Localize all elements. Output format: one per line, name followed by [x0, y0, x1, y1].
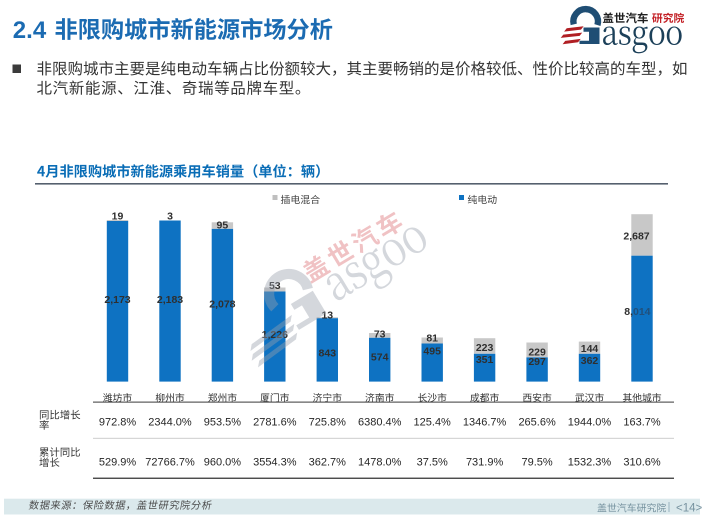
svg-text:529.9%: 529.9% [99, 457, 137, 469]
svg-text:574: 574 [371, 352, 389, 364]
svg-text:1478.0%: 1478.0% [358, 457, 402, 469]
svg-text:2,173: 2,173 [104, 294, 130, 306]
svg-text:972.8%: 972.8% [99, 417, 137, 429]
svg-text:79.5%: 79.5% [521, 457, 552, 469]
svg-text:731.9%: 731.9% [466, 457, 504, 469]
svg-text:3554.3%: 3554.3% [253, 457, 297, 469]
svg-text:1,226: 1,226 [262, 329, 288, 341]
svg-text:229: 229 [528, 347, 546, 359]
svg-text:223: 223 [476, 342, 494, 354]
svg-text:13: 13 [321, 309, 333, 321]
svg-text:265.6%: 265.6% [518, 417, 556, 429]
svg-text:95: 95 [217, 219, 229, 231]
svg-text:37.5%: 37.5% [417, 457, 448, 469]
svg-text:953.5%: 953.5% [204, 417, 242, 429]
svg-text:<14>: <14> [676, 503, 703, 515]
svg-text:19: 19 [112, 211, 124, 223]
svg-text:1944.0%: 1944.0% [568, 417, 612, 429]
svg-text:960.0%: 960.0% [204, 457, 242, 469]
svg-text:2344.0%: 2344.0% [148, 417, 192, 429]
svg-text:1346.7%: 1346.7% [463, 417, 507, 429]
svg-text:125.4%: 125.4% [414, 417, 452, 429]
svg-text:2.4: 2.4 [13, 17, 47, 44]
svg-text:495: 495 [423, 346, 441, 358]
svg-text:310.6%: 310.6% [623, 457, 661, 469]
svg-text:843: 843 [319, 348, 337, 360]
svg-text:2,687: 2,687 [623, 231, 649, 243]
svg-text:1532.3%: 1532.3% [568, 457, 612, 469]
svg-text:53: 53 [269, 280, 281, 292]
svg-text:014: 014 [633, 306, 651, 318]
svg-text:297: 297 [528, 356, 546, 368]
svg-text:2,078: 2,078 [209, 299, 235, 311]
svg-text:2781.6%: 2781.6% [253, 417, 297, 429]
svg-text:144: 144 [581, 343, 599, 355]
svg-text:6380.4%: 6380.4% [358, 417, 402, 429]
svg-text:81: 81 [426, 333, 438, 345]
svg-text:72766.7%: 72766.7% [145, 457, 195, 469]
svg-text:725.8%: 725.8% [309, 417, 347, 429]
svg-text:8,: 8, [624, 306, 633, 318]
svg-text:3: 3 [167, 211, 173, 223]
svg-text:163.7%: 163.7% [623, 417, 661, 429]
svg-text:73: 73 [374, 329, 386, 341]
svg-text:362.7%: 362.7% [309, 457, 347, 469]
svg-text:362: 362 [581, 355, 599, 367]
svg-text:351: 351 [476, 354, 494, 366]
svg-text:2,183: 2,183 [157, 294, 183, 306]
